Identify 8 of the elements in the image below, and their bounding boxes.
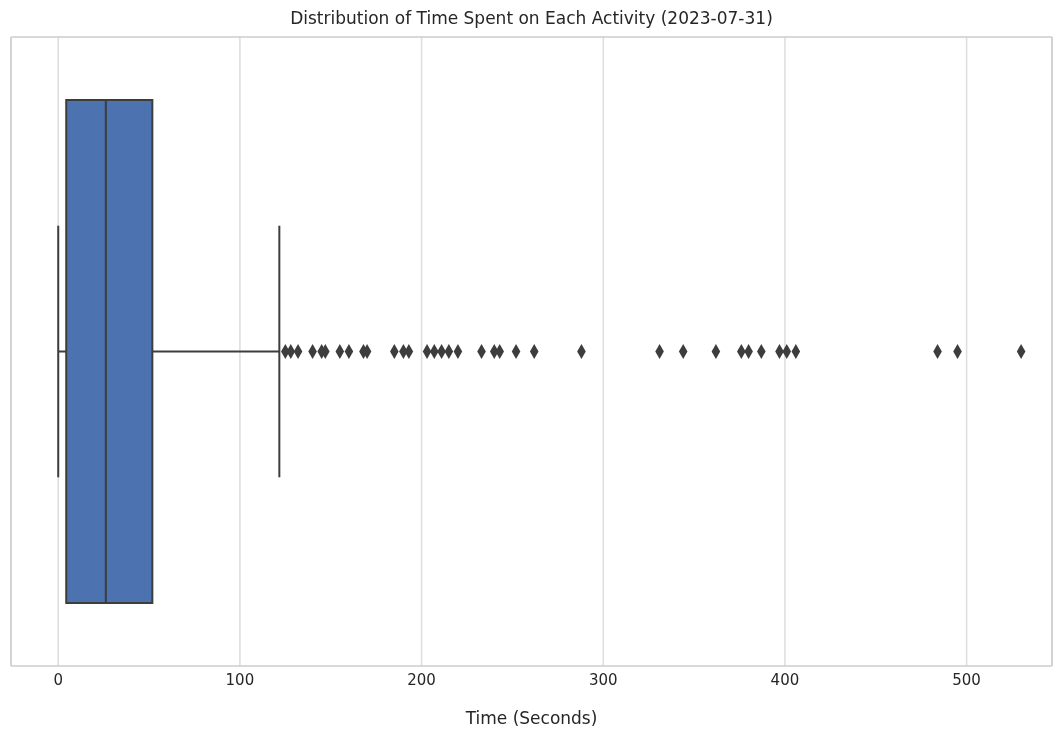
x-tick-label: 300 bbox=[588, 670, 618, 689]
x-tick-label: 0 bbox=[53, 670, 64, 689]
x-tick-label: 500 bbox=[952, 670, 981, 689]
x-tick-label: 400 bbox=[770, 670, 800, 689]
x-tick-label: 200 bbox=[407, 670, 436, 689]
x-axis-title: Time (Seconds) bbox=[464, 708, 598, 728]
x-tick-label: 100 bbox=[225, 670, 255, 689]
chart-title: Distribution of Time Spent on Each Activity (2023-07-31) bbox=[289, 8, 774, 30]
